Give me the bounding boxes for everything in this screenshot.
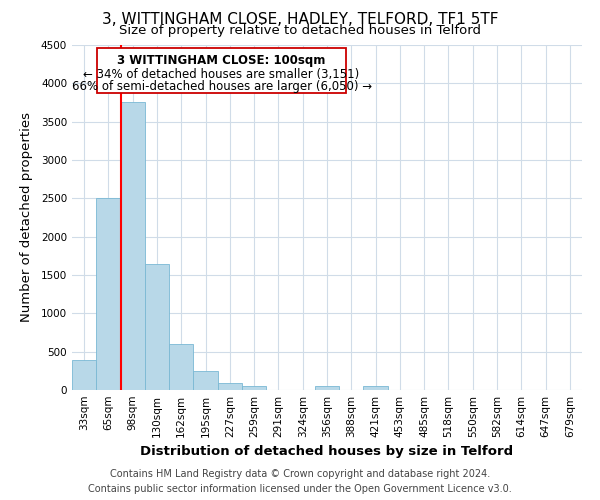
Bar <box>72 360 96 390</box>
FancyBboxPatch shape <box>97 48 346 94</box>
Text: ← 34% of detached houses are smaller (3,151): ← 34% of detached houses are smaller (3,… <box>83 68 360 81</box>
Text: Size of property relative to detached houses in Telford: Size of property relative to detached ho… <box>119 24 481 37</box>
Bar <box>193 371 218 390</box>
Bar <box>96 198 121 390</box>
Text: 3 WITTINGHAM CLOSE: 100sqm: 3 WITTINGHAM CLOSE: 100sqm <box>118 54 326 67</box>
Bar <box>364 386 388 390</box>
Text: 3, WITTINGHAM CLOSE, HADLEY, TELFORD, TF1 5TF: 3, WITTINGHAM CLOSE, HADLEY, TELFORD, TF… <box>102 12 498 28</box>
Y-axis label: Number of detached properties: Number of detached properties <box>20 112 32 322</box>
Text: 66% of semi-detached houses are larger (6,050) →: 66% of semi-detached houses are larger (… <box>71 80 371 94</box>
Bar <box>169 344 193 390</box>
Bar <box>145 264 169 390</box>
Bar <box>218 383 242 390</box>
X-axis label: Distribution of detached houses by size in Telford: Distribution of detached houses by size … <box>140 446 514 458</box>
Bar <box>242 386 266 390</box>
Text: Contains HM Land Registry data © Crown copyright and database right 2024.
Contai: Contains HM Land Registry data © Crown c… <box>88 469 512 494</box>
Bar <box>121 102 145 390</box>
Bar <box>315 386 339 390</box>
